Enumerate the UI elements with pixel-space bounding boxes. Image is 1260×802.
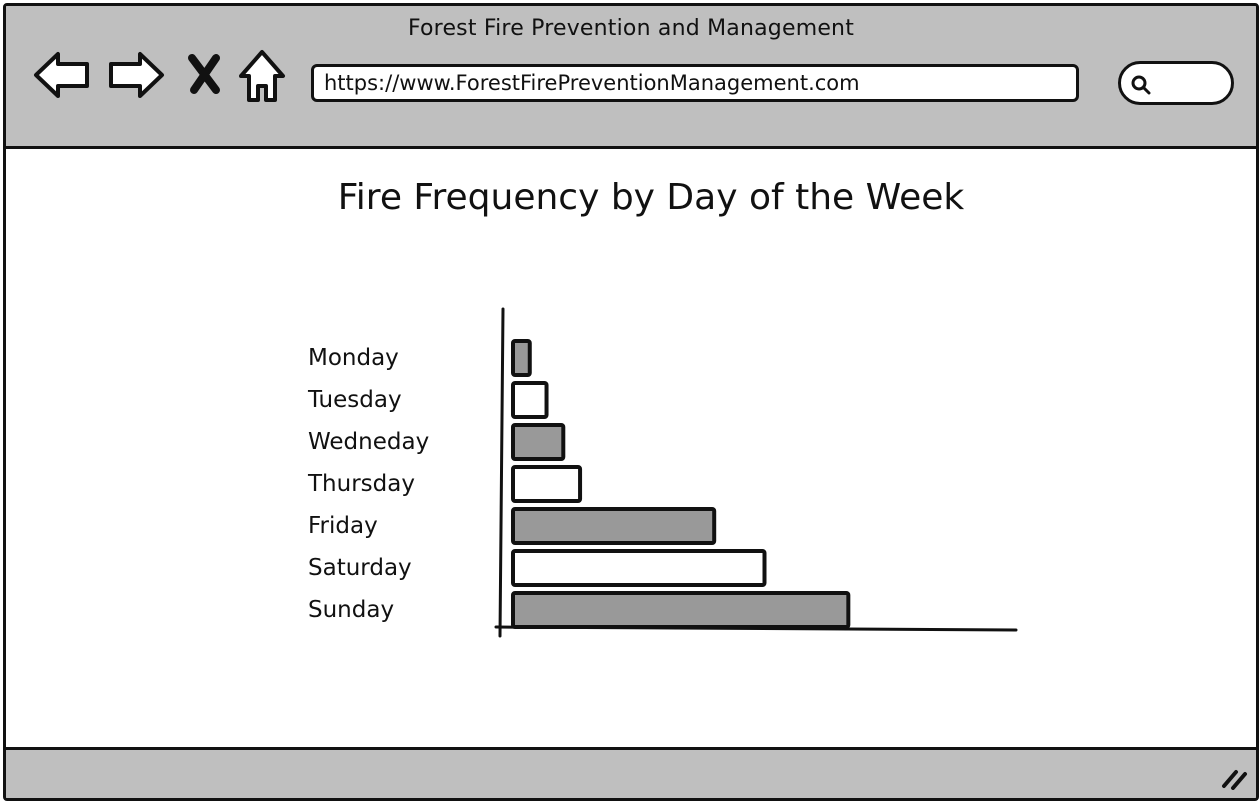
window-title: Forest Fire Prevention and Management [407, 16, 855, 41]
tick-label-thursday: Thursday [308, 471, 415, 497]
status-bar [6, 747, 1256, 798]
stop-button[interactable] [182, 46, 226, 104]
browser-toolbar: Forest Fire Prevention and Management ht… [6, 6, 1256, 149]
browser-window: Forest Fire Prevention and Management ht… [3, 3, 1259, 801]
tick-label-friday: Friday [308, 513, 378, 539]
home-icon [239, 50, 285, 102]
tick-label-wedneday: Wedneday [308, 429, 430, 455]
forward-arrow-icon [109, 52, 164, 98]
home-button[interactable] [236, 46, 288, 104]
resize-grip-icon[interactable] [1220, 766, 1248, 790]
tick-label-tuesday: Tuesday [308, 387, 402, 413]
bar-saturday [511, 549, 767, 587]
bar-monday [511, 339, 532, 377]
bar-group [511, 339, 851, 629]
tick-label-monday: Monday [308, 345, 399, 371]
tick-label-saturday: Saturday [308, 555, 412, 581]
bar-sunday [511, 591, 851, 629]
bar-tuesday [511, 381, 549, 419]
address-bar[interactable]: https://www.ForestFirePreventionManageme… [311, 64, 1079, 102]
search-icon [1131, 75, 1151, 95]
chart-title: Fire Frequency by Day of the Week [337, 177, 965, 218]
back-button[interactable] [32, 46, 92, 104]
forward-button[interactable] [106, 46, 166, 104]
bar-thursday [511, 465, 583, 503]
tick-label-sunday: Sunday [308, 597, 395, 623]
bar-friday [511, 507, 717, 545]
y-axis-line [498, 307, 505, 638]
url-text: https://www.ForestFirePreventionManageme… [324, 71, 860, 95]
back-arrow-icon [34, 52, 89, 98]
bar-wedneday [511, 423, 566, 461]
close-icon [188, 54, 220, 94]
page-content: Fire Frequency by Day of the Week Monday… [6, 149, 1256, 747]
bar-chart [494, 307, 1018, 638]
search-field[interactable] [1118, 61, 1234, 105]
